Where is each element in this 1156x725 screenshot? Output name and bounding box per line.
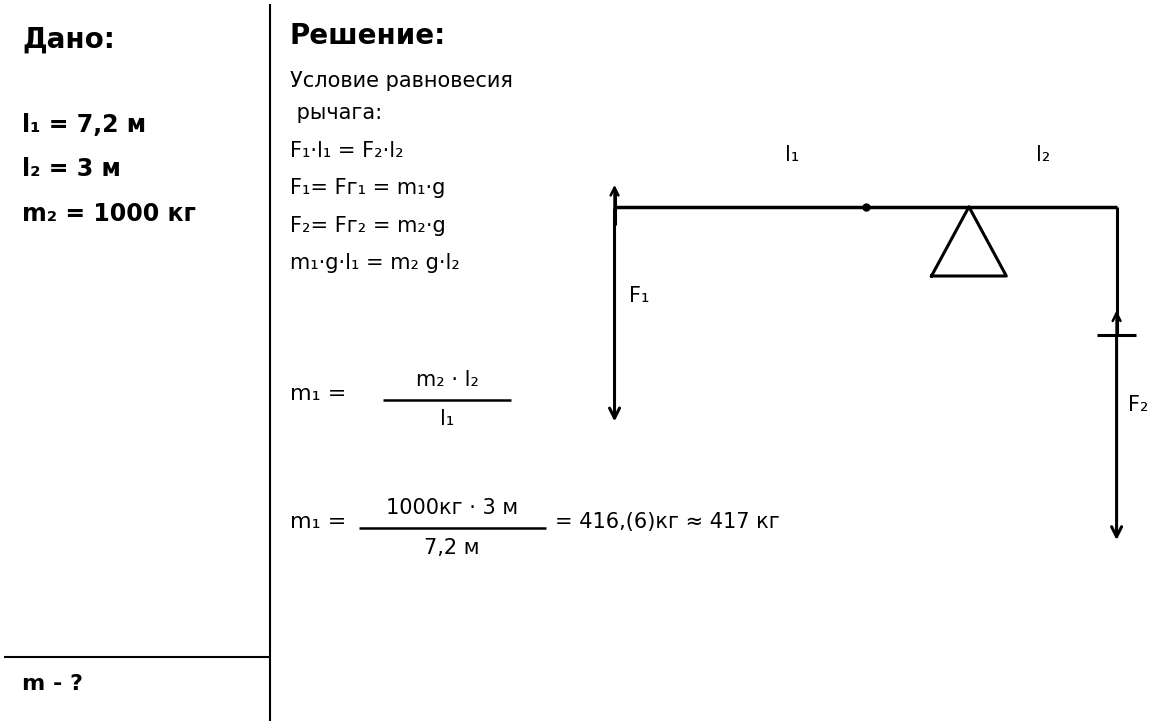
Text: l₂ = 3 м: l₂ = 3 м bbox=[22, 157, 120, 181]
Text: рычага:: рычага: bbox=[290, 103, 381, 123]
Text: Решение:: Решение: bbox=[290, 22, 446, 50]
Text: l₁: l₁ bbox=[440, 410, 454, 429]
Text: Условие равновесия: Условие равновесия bbox=[290, 71, 512, 91]
Text: F₁·l₁ = F₂·l₂: F₁·l₁ = F₂·l₂ bbox=[290, 141, 403, 160]
Text: F₁= Fг₁ = m₁·g: F₁= Fг₁ = m₁·g bbox=[290, 178, 445, 198]
Text: F₂= Fг₂ = m₂·g: F₂= Fг₂ = m₂·g bbox=[290, 216, 445, 236]
Text: l₁: l₁ bbox=[785, 145, 799, 165]
Text: m₁ =: m₁ = bbox=[290, 384, 346, 404]
Text: l₁ = 7,2 м: l₁ = 7,2 м bbox=[22, 113, 146, 137]
Text: m₂ · l₂: m₂ · l₂ bbox=[416, 370, 479, 389]
Text: 7,2 м: 7,2 м bbox=[424, 538, 480, 558]
Text: m₂ = 1000 кг: m₂ = 1000 кг bbox=[22, 202, 195, 226]
Text: F₂: F₂ bbox=[1128, 394, 1149, 415]
Text: Дано:: Дано: bbox=[22, 26, 114, 54]
Text: = 416,(6)кг ≈ 417 кг: = 416,(6)кг ≈ 417 кг bbox=[555, 512, 780, 532]
Text: F₁: F₁ bbox=[629, 286, 650, 306]
Text: m₁ =: m₁ = bbox=[290, 512, 346, 532]
Text: m₁·g·l₁ = m₂ g·l₂: m₁·g·l₁ = m₂ g·l₂ bbox=[290, 253, 460, 273]
Text: l₂: l₂ bbox=[1036, 145, 1050, 165]
Text: m - ?: m - ? bbox=[22, 674, 83, 695]
Text: 1000кг · 3 м: 1000кг · 3 м bbox=[386, 498, 518, 518]
